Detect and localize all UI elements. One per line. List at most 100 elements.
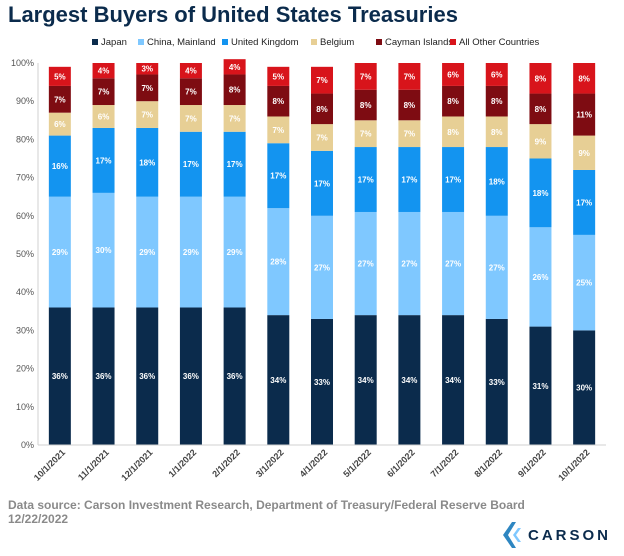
bar-segment: [442, 116, 465, 148]
bar-segment: [136, 74, 159, 102]
data-label: 25%: [576, 279, 592, 288]
legend-label: Cayman Islands: [385, 37, 453, 48]
data-label: 6%: [98, 112, 110, 121]
bar-segment: [136, 307, 159, 445]
data-label: 4%: [98, 67, 110, 76]
carson-logo: CARSON: [500, 520, 616, 550]
bar-segment: [354, 211, 377, 316]
bar-segment: [354, 147, 377, 212]
data-label: 18%: [139, 158, 155, 167]
bar-segment: [92, 192, 115, 308]
data-label: 7%: [316, 76, 328, 85]
data-label: 17%: [576, 198, 592, 207]
bar-segment: [179, 307, 202, 445]
legend-swatch: [311, 39, 317, 45]
data-label: 4%: [185, 67, 197, 76]
data-label: 27%: [489, 263, 505, 272]
bars: [48, 59, 596, 445]
bar-segment: [529, 158, 552, 228]
data-label: 8%: [229, 86, 241, 95]
data-label: 9%: [535, 137, 547, 146]
data-label: 30%: [576, 384, 592, 393]
data-label: 7%: [229, 114, 241, 123]
bar-segment: [223, 105, 246, 132]
x-tick-label: 9/1/2022: [516, 447, 548, 479]
legend-entry: China, Mainland: [138, 37, 216, 48]
x-tick-label: 10/1/2022: [556, 447, 591, 482]
bar-segment: [267, 143, 290, 209]
legend-swatch: [92, 39, 98, 45]
bar-segment: [398, 120, 421, 148]
legend-entry: All Other Countries: [450, 37, 540, 48]
bar-segment: [398, 89, 421, 121]
bar-segment: [354, 63, 377, 90]
data-label: 5%: [273, 72, 285, 81]
bar-segment: [267, 66, 290, 86]
legend-swatch: [450, 39, 456, 45]
data-label: 18%: [532, 189, 548, 198]
carson-chevron-icon: [503, 522, 521, 548]
y-tick-label: 30%: [16, 325, 34, 335]
bar-segment: [136, 63, 159, 75]
data-label: 17%: [445, 176, 461, 185]
data-label: 34%: [445, 376, 461, 385]
data-label: 7%: [316, 133, 328, 142]
y-axis: 0% 10% 20% 30% 40% 50% 60% 70% 80% 90% 100%: [11, 58, 39, 450]
data-label: 8%: [273, 97, 285, 106]
bar-segment: [354, 315, 377, 445]
data-label: 36%: [139, 372, 155, 381]
bar-segment: [485, 85, 508, 117]
legend-entry: Japan: [92, 37, 127, 48]
legend-label: United Kingdom: [231, 37, 299, 48]
data-label: 30%: [96, 246, 112, 255]
data-label: 33%: [314, 378, 330, 387]
bar-segment: [223, 59, 246, 75]
data-label: 27%: [401, 260, 417, 269]
data-label: 7%: [360, 72, 372, 81]
y-tick-label: 90%: [16, 96, 34, 106]
data-label: 28%: [270, 258, 286, 267]
bar-segment: [136, 196, 159, 308]
bar-segment: [48, 66, 71, 86]
bar-segment: [311, 318, 333, 445]
bar-segment: [442, 147, 465, 212]
data-label: 7%: [273, 126, 285, 135]
legend-swatch: [138, 39, 144, 45]
data-label: 7%: [141, 111, 153, 120]
legend-label: All Other Countries: [459, 37, 540, 48]
bar-segment: [573, 63, 596, 94]
data-label: 9%: [578, 149, 590, 158]
bar-segment: [267, 315, 290, 445]
bar-segment: [223, 196, 246, 308]
data-label: 34%: [358, 376, 374, 385]
bar-segment: [92, 63, 115, 79]
y-tick-label: 40%: [16, 287, 34, 297]
data-label: 6%: [447, 70, 459, 79]
data-label: 6%: [491, 70, 503, 79]
bar-segment: [267, 85, 290, 117]
bar-segment: [311, 215, 333, 319]
bar-segment: [311, 124, 333, 151]
data-label: 11%: [576, 111, 592, 120]
y-tick-label: 0%: [21, 440, 34, 450]
data-label: 8%: [535, 105, 547, 114]
data-label: 36%: [96, 372, 112, 381]
data-label: 29%: [227, 248, 243, 257]
legend-label: Belgium: [320, 37, 354, 48]
data-label: 29%: [139, 248, 155, 257]
y-tick-label: 10%: [16, 402, 34, 412]
x-tick-label: 4/1/2022: [298, 447, 330, 479]
bar-segment: [179, 78, 202, 106]
data-label: 8%: [316, 105, 328, 114]
data-label: 34%: [270, 376, 286, 385]
bar-segment: [223, 131, 246, 197]
bar-segment: [398, 315, 421, 445]
data-label: 34%: [401, 376, 417, 385]
data-label: 7%: [98, 88, 110, 97]
bar-segment: [223, 307, 246, 445]
bar-segment: [573, 330, 596, 445]
bar-segment: [398, 147, 421, 212]
legend-entry: Cayman Islands: [376, 37, 453, 48]
data-label: 29%: [52, 248, 68, 257]
x-axis: 10/1/2021 11/1/2021 12/1/2021 1/1/2022 2/1/2…: [32, 444, 606, 483]
